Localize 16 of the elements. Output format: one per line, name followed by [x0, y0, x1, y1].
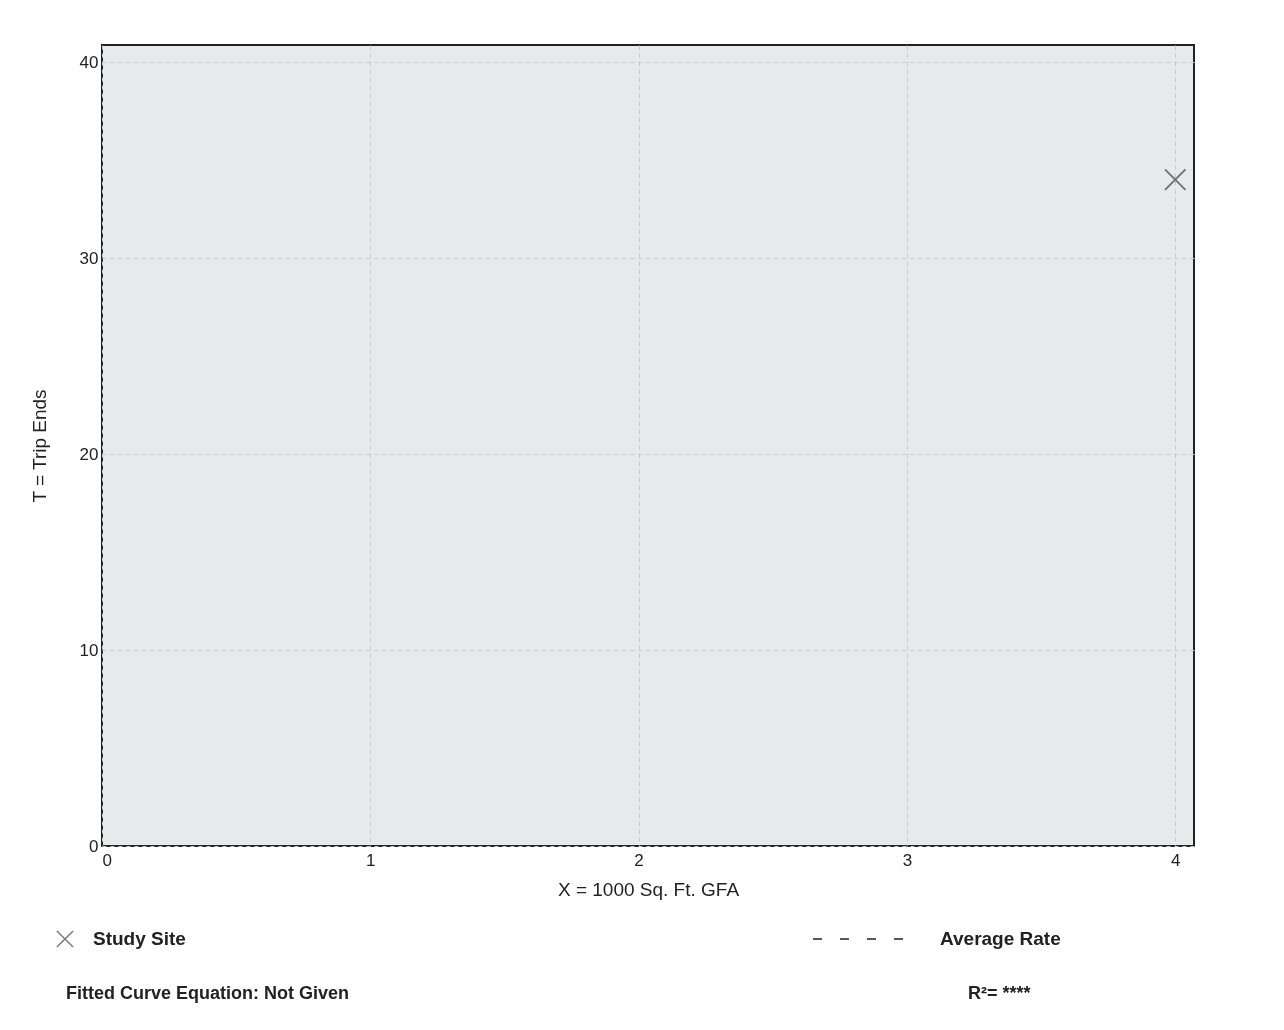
x-tick-label: 1	[366, 850, 376, 870]
y-tick-label: 0	[89, 836, 99, 856]
x-tick-label: 4	[1170, 850, 1181, 870]
text: Fitted Curve Equation: Not Given	[66, 983, 350, 1003]
legend-label: Average Rate	[940, 928, 1061, 949]
text: R²= ****	[968, 983, 1031, 1003]
x-tick-label: 0	[102, 850, 112, 870]
y-tick-label: 20	[79, 444, 99, 464]
y-tick-label: 10	[79, 640, 99, 660]
y-axis-title: T = Trip Ends	[28, 389, 50, 503]
y-tick-label: 30	[79, 248, 99, 268]
x-tick-label: 2	[634, 850, 644, 870]
x-axis-title: X = 1000 Sq. Ft. GFA	[557, 878, 740, 900]
y-tick-label: 40	[79, 52, 99, 72]
x-tick-label: 3	[902, 850, 913, 870]
legend-label: Study Site	[93, 928, 186, 949]
